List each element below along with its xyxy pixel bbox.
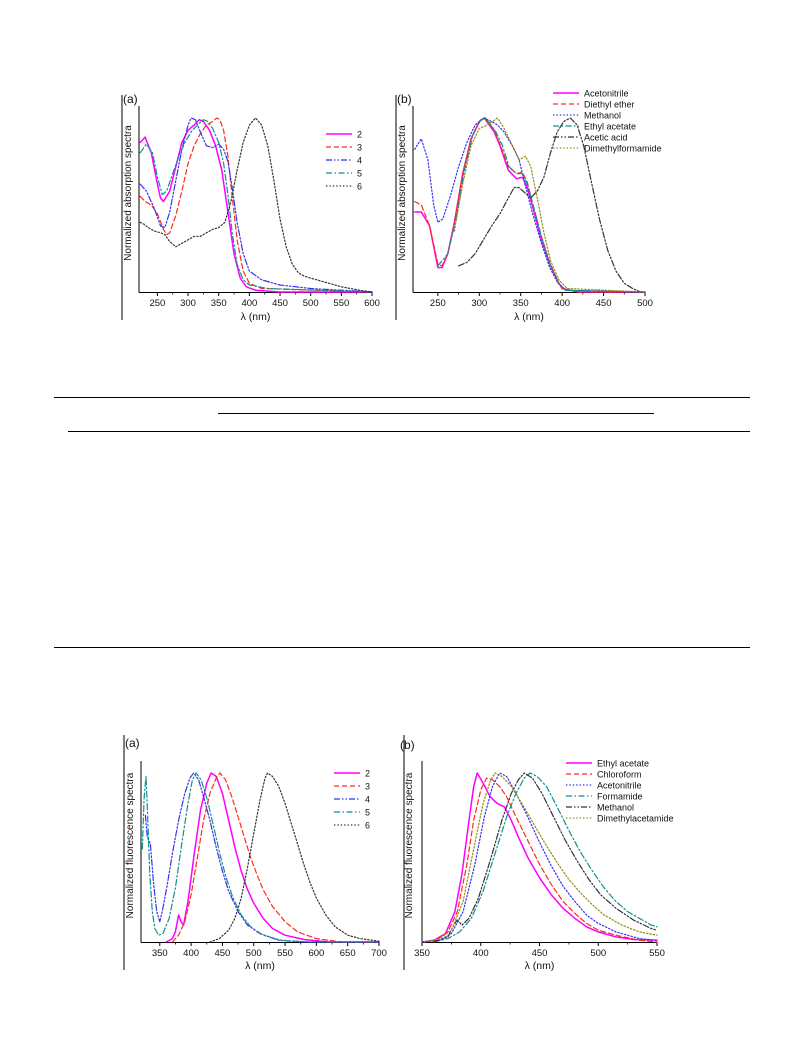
x-tick-label: 300	[471, 298, 487, 309]
legend-label: Acetonitrile	[597, 781, 642, 791]
legend-label: Acetic acid	[584, 133, 628, 143]
legend-label: Ethyl acetate	[584, 122, 636, 132]
x-tick-label: 450	[596, 298, 612, 309]
x-tick-label: 550	[649, 948, 665, 959]
legend-label: 5	[357, 169, 362, 179]
y-axis-label: Normalized fluorescence spectra	[125, 772, 136, 918]
panel-a: 350 400 450 500 550 600 650 700 (a) λ (nm) Normali…	[123, 735, 387, 972]
x-tick-label: 500	[590, 948, 606, 959]
legend-label: 6	[365, 821, 370, 831]
table-header-rule	[218, 413, 654, 414]
panel-a: 250 300 350 400 450 500 550 600 (a) λ (nm) Normali…	[121, 92, 380, 323]
x-axis-label: λ (nm)	[525, 960, 555, 972]
series-line-5	[139, 119, 373, 293]
legend-label: Ethyl acetate	[597, 759, 649, 769]
x-tick-label: 500	[303, 298, 319, 309]
panel-label: (b)	[400, 738, 415, 752]
legend-label: Dimethylformamide	[584, 144, 662, 154]
x-tick-label: 550	[277, 948, 293, 959]
absorption-figure-svg: 250 300 350 400 450 500 550 600 (a) λ (nm) Normali…	[121, 89, 662, 323]
x-tick-label: 600	[308, 948, 324, 959]
series-line-6	[209, 772, 380, 943]
x-tick-label: 500	[637, 298, 653, 309]
series-line-methanol	[414, 117, 646, 293]
legend-label: 2	[357, 130, 362, 140]
legend-label: Acetonitrile	[584, 89, 629, 99]
legend-label: 4	[365, 795, 370, 805]
legend-label: Dimethylacetamide	[597, 814, 674, 824]
x-axis-label: λ (nm)	[245, 960, 275, 972]
series-line-3	[139, 117, 373, 293]
table-bottom-rule	[54, 647, 750, 648]
series-line-methanol	[433, 772, 658, 943]
table-column-rule	[68, 431, 750, 432]
legend-label: 2	[365, 769, 370, 779]
legend-label: Diethyl ether	[584, 100, 635, 110]
legend-label: Methanol	[584, 111, 621, 121]
series-line-2	[165, 772, 380, 943]
x-tick-label: 250	[149, 298, 165, 309]
x-tick-label: 450	[272, 298, 288, 309]
series-line-2	[139, 118, 373, 293]
x-tick-label: 350	[152, 948, 168, 959]
series-line-dimethylformamide	[453, 117, 646, 293]
x-tick-label: 500	[246, 948, 262, 959]
x-tick-label: 700	[371, 948, 387, 959]
panel-b: 250 300 350 400 450 500 (b) λ (nm) Normalized ab…	[395, 89, 662, 323]
x-tick-label: 300	[180, 298, 196, 309]
series-line-chloroform	[421, 777, 658, 943]
series-line-ethyl-acetate	[437, 117, 646, 293]
y-axis-label: Normalized absorption spectra	[397, 125, 408, 261]
x-tick-label: 350	[513, 298, 529, 309]
legend-label: 5	[365, 808, 370, 818]
legend-label: 3	[365, 782, 370, 792]
x-tick-label: 600	[364, 298, 380, 309]
x-tick-label: 250	[430, 298, 446, 309]
series-line-ethyl-acetate	[421, 772, 658, 943]
absorption-figure: 250 300 350 400 450 500 550 600 (a) λ (nm) Normali…	[0, 0, 793, 335]
panel-label: (b)	[397, 92, 412, 106]
fluorescence-figure-svg: 350 400 450 500 550 600 650 700 (a) λ (nm) Normali…	[123, 735, 674, 972]
series-line-dimethylacetamide	[423, 772, 658, 943]
x-axis-label: λ (nm)	[241, 311, 271, 323]
x-tick-label: 450	[214, 948, 230, 959]
legend-label: Chloroform	[597, 770, 642, 780]
legend-label: 4	[357, 156, 362, 166]
x-tick-label: 400	[473, 948, 489, 959]
fluorescence-figure: 350 400 450 500 550 600 650 700 (a) λ (nm) Normali…	[0, 725, 793, 1015]
table-top-rule	[54, 397, 750, 398]
y-axis-label: Normalized absorption spectra	[123, 125, 134, 261]
series-line-diethyl-ether	[414, 117, 646, 293]
series-line-6	[139, 117, 373, 293]
series-line-formamide	[433, 772, 658, 943]
legend-label: Formamide	[597, 792, 643, 802]
legend-label: 3	[357, 143, 362, 153]
panel-b: 350 400 450 500 550 (b) λ (nm) Normalized fluor…	[400, 735, 674, 972]
x-tick-label: 350	[414, 948, 430, 959]
x-tick-label: 550	[333, 298, 349, 309]
x-tick-label: 400	[183, 948, 199, 959]
x-tick-label: 350	[211, 298, 227, 309]
series-line-acetonitrile	[421, 772, 658, 943]
series-line-4	[144, 772, 380, 943]
panel-label: (a)	[125, 736, 140, 750]
series-line-5	[141, 772, 380, 943]
series-line-4	[139, 117, 373, 293]
x-axis-label: λ (nm)	[514, 311, 544, 323]
legend-label: Methanol	[597, 803, 634, 813]
series-line-acetic-acid	[458, 117, 642, 293]
x-tick-label: 400	[554, 298, 570, 309]
x-tick-label: 400	[241, 298, 257, 309]
legend-label: 6	[357, 182, 362, 192]
x-tick-label: 450	[532, 948, 548, 959]
x-tick-label: 650	[340, 948, 356, 959]
y-axis-label: Normalized fluorescence spectra	[404, 772, 415, 918]
panel-label: (a)	[123, 92, 138, 106]
